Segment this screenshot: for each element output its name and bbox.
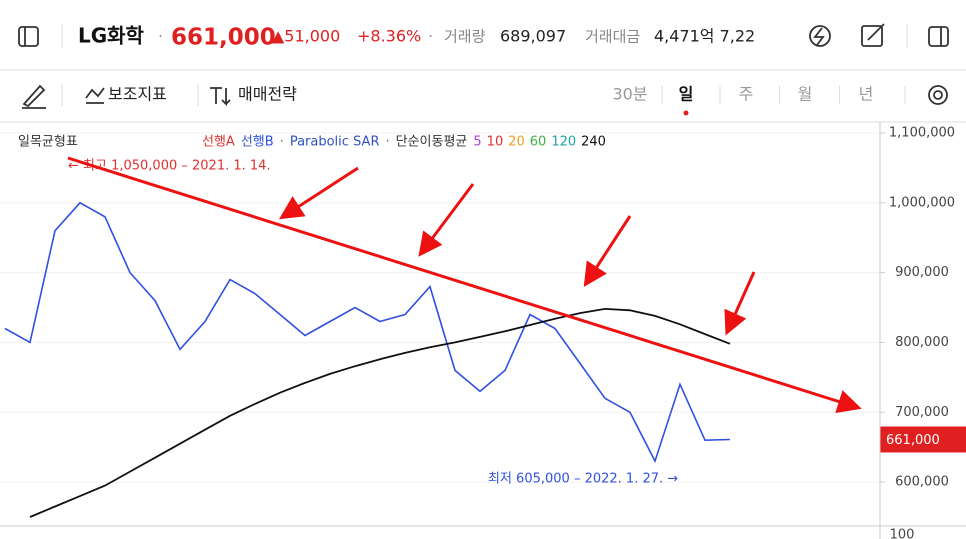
settings-icon-core [933, 90, 943, 100]
legend-item: 선행B [241, 134, 274, 150]
series-line [29, 307, 731, 518]
settings-icon[interactable] [928, 85, 948, 105]
low-annotation: 최저 605,000 – 2022. 1. 27. → [488, 472, 678, 487]
period-tab[interactable]: 월 [798, 85, 813, 104]
arrow [418, 183, 475, 257]
arrow [278, 166, 359, 220]
ma-period: 120 [551, 135, 576, 150]
edit-pen [867, 23, 885, 41]
ma-period: 20 [508, 135, 525, 150]
change: ▲51,000 [272, 27, 340, 46]
strategy-button[interactable]: 매매전략 [238, 85, 297, 104]
indicators-button[interactable]: 보조지표 [108, 85, 167, 104]
y-tick-label: 600,000 [895, 475, 949, 490]
arrow [724, 271, 756, 336]
stock-name: LG화학 [78, 24, 145, 48]
y-tick-label: 700,000 [895, 405, 949, 420]
flash-bolt [813, 27, 825, 46]
volume-label: 거래량 [444, 28, 486, 46]
ma-period: 5 [473, 135, 481, 150]
sidebar-icon[interactable] [18, 26, 39, 47]
amount: 4,471억 7,22 [654, 27, 755, 46]
period-tab[interactable]: 주 [739, 85, 754, 104]
active-dot [683, 110, 689, 116]
draw-icon[interactable] [22, 84, 46, 109]
flash-icon[interactable] [809, 25, 831, 47]
ma-period: 60 [530, 135, 547, 150]
ma-period: 10 [487, 135, 504, 150]
period-tabs: 30분 일 주 월 년 [612, 85, 906, 116]
separator: · [158, 27, 163, 46]
arrow [583, 215, 632, 288]
indicator-icon [85, 87, 105, 104]
ma-period: 240 [581, 135, 606, 150]
period-tab[interactable]: 년 [859, 85, 874, 104]
legend-item: Parabolic SAR [290, 135, 380, 150]
legend-item: 선행A [202, 134, 235, 150]
y-tick-label: 800,000 [895, 335, 949, 350]
trend-line [67, 156, 862, 414]
separator: · [428, 27, 433, 46]
last-price-tag [880, 426, 966, 453]
chart: 600,000 700,000 800,000 900,000 1,000,000 1,1… [0, 125, 966, 539]
strategy-icon [210, 87, 231, 107]
last-price-label: 661,000 [886, 433, 940, 448]
edit-icon[interactable] [861, 25, 883, 47]
legend-item: 단순이동평균 [396, 135, 468, 150]
sub-panel-tick: 100 [890, 528, 915, 539]
legend-title: 일목균형표 [18, 135, 78, 150]
panel-icon[interactable] [928, 26, 949, 47]
period-tab[interactable]: 일 [679, 85, 694, 104]
y-tick-label: 900,000 [895, 265, 949, 280]
period-tab[interactable]: 30분 [612, 85, 647, 104]
amount-label: 거래대금 [585, 28, 640, 46]
price: 661,000 [171, 25, 276, 51]
y-tick-label: 1,000,000 [889, 195, 955, 210]
series-line [4, 201, 731, 464]
legend-item: · [385, 135, 389, 150]
legend-item: · [280, 135, 284, 150]
volume: 689,097 [500, 27, 566, 46]
y-tick-label: 1,100,000 [889, 125, 955, 140]
high-annotation: ← 최고 1,050,000 – 2021. 1. 14. [68, 159, 271, 174]
change-pct: +8.36% [357, 27, 421, 46]
fade [765, 20, 800, 54]
